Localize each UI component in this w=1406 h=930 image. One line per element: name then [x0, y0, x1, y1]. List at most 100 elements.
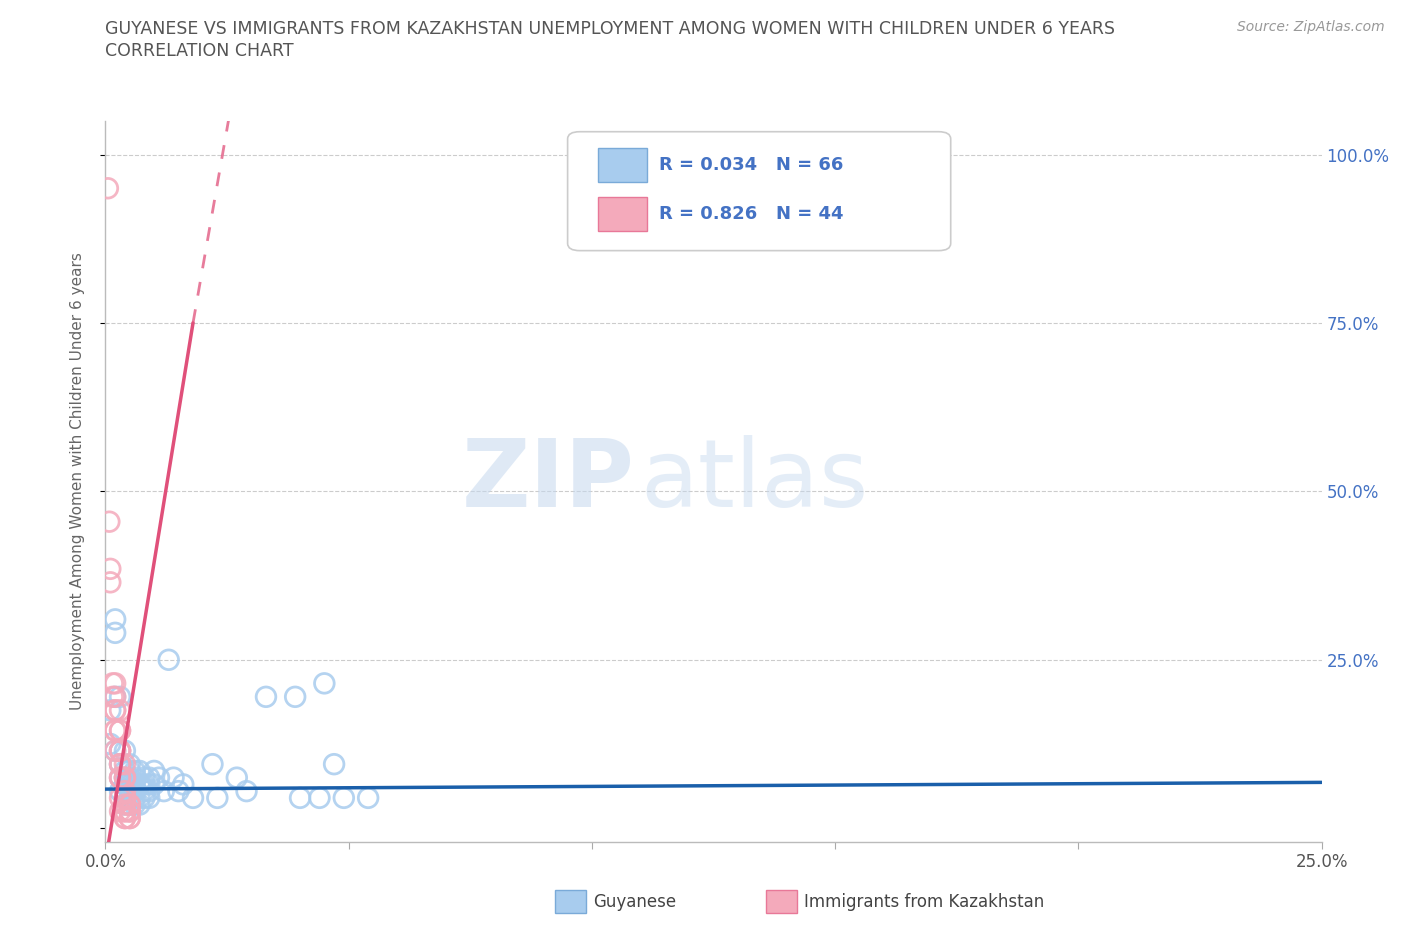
Point [114, 811, 136, 826]
Point [114, 757, 136, 772]
Point [104, 723, 127, 737]
Point [118, 797, 141, 812]
Point [108, 770, 131, 785]
Point [172, 777, 194, 791]
Point [108, 770, 131, 785]
Point [108, 757, 131, 772]
Point [108, 757, 131, 772]
Point [124, 777, 146, 791]
Point [118, 797, 141, 812]
Point [108, 743, 131, 758]
Point [104, 703, 127, 718]
Point [104, 689, 127, 704]
Point [114, 790, 136, 805]
Point [118, 804, 141, 818]
Point [128, 777, 150, 791]
Text: R = 0.034   N = 66: R = 0.034 N = 66 [659, 156, 844, 174]
Point [333, 790, 356, 805]
Point [138, 784, 160, 799]
Point [162, 770, 184, 785]
Point [118, 784, 141, 799]
Point [108, 703, 131, 718]
Point [108, 689, 131, 704]
Text: Guyanese: Guyanese [593, 893, 676, 911]
Point [108, 743, 131, 758]
Point [124, 797, 146, 812]
Point [138, 777, 160, 791]
Point [118, 811, 141, 826]
Text: ZIP: ZIP [461, 435, 634, 527]
Point [308, 790, 330, 805]
Point [138, 790, 160, 805]
Point [114, 777, 136, 791]
Point [108, 723, 131, 737]
Point [118, 804, 141, 818]
Point [167, 784, 190, 799]
Point [108, 804, 131, 818]
Point [118, 804, 141, 818]
Point [114, 743, 136, 758]
Point [118, 811, 141, 826]
Point [104, 703, 127, 718]
Point [108, 757, 131, 772]
Point [108, 757, 131, 772]
Point [114, 790, 136, 805]
Point [118, 764, 141, 778]
Point [118, 777, 141, 791]
Bar [598, 196, 647, 232]
Point [138, 770, 160, 785]
Y-axis label: Unemployment Among Women with Children Under 6 years: Unemployment Among Women with Children U… [70, 252, 84, 711]
Point [98, 562, 121, 577]
Point [157, 652, 180, 667]
Point [114, 804, 136, 818]
FancyBboxPatch shape [568, 132, 950, 251]
Point [118, 790, 141, 805]
Point [225, 770, 247, 785]
Point [98, 575, 121, 590]
Point [118, 770, 141, 785]
Point [104, 676, 127, 691]
Text: GUYANESE VS IMMIGRANTS FROM KAZAKHSTAN UNEMPLOYMENT AMONG WOMEN WITH CHILDREN UN: GUYANESE VS IMMIGRANTS FROM KAZAKHSTAN U… [105, 20, 1115, 38]
Point [254, 689, 277, 704]
Point [118, 757, 141, 772]
Point [128, 790, 150, 805]
Point [207, 790, 229, 805]
Point [108, 743, 131, 758]
Point [284, 689, 307, 704]
Point [108, 770, 131, 785]
Point [134, 770, 156, 785]
Point [108, 790, 131, 805]
Point [114, 764, 136, 778]
Point [114, 770, 136, 785]
Point [128, 777, 150, 791]
Point [201, 757, 224, 772]
Point [124, 764, 146, 778]
Point [153, 784, 176, 799]
Point [148, 770, 170, 785]
Point [124, 770, 146, 785]
Point [98, 514, 121, 529]
Point [114, 804, 136, 818]
Point [128, 764, 150, 778]
Point [101, 689, 124, 704]
Point [114, 790, 136, 805]
Point [134, 784, 156, 799]
Point [108, 784, 131, 799]
Point [124, 784, 146, 799]
Point [101, 676, 124, 691]
Text: Source: ZipAtlas.com: Source: ZipAtlas.com [1237, 20, 1385, 34]
Point [134, 790, 156, 805]
Point [314, 676, 336, 691]
Point [288, 790, 311, 805]
Point [104, 743, 127, 758]
Point [143, 777, 166, 791]
Point [98, 703, 121, 718]
Point [97, 180, 120, 195]
Point [108, 743, 131, 758]
Point [114, 784, 136, 799]
Point [114, 790, 136, 805]
Point [134, 777, 156, 791]
Point [114, 797, 136, 812]
Point [143, 764, 166, 778]
Point [124, 790, 146, 805]
